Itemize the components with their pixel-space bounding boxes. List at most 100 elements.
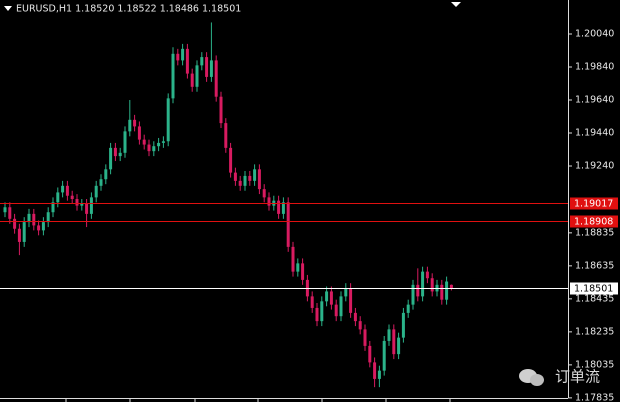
candle-body [27, 213, 31, 223]
candle-body [142, 139, 146, 145]
candle-body [214, 60, 218, 97]
candle-body [118, 152, 122, 157]
candle-body [344, 288, 348, 297]
candle-body [349, 288, 353, 313]
candle-body [176, 53, 180, 61]
candle-body [315, 307, 319, 322]
candle-body [219, 96, 223, 124]
candle-body [339, 296, 343, 317]
candle-body [22, 222, 26, 242]
menu-marker [4, 6, 12, 11]
candle-body [281, 202, 285, 214]
candle-body [358, 321, 362, 330]
candle-body [8, 207, 12, 219]
candle-body [238, 180, 242, 186]
candle-body [392, 329, 396, 355]
candle-body [181, 48, 185, 61]
candle-body [329, 291, 333, 305]
candle-body [373, 362, 377, 379]
y-tick-label: 1.18635 [575, 260, 614, 271]
candle-body [267, 197, 271, 206]
candle-body [416, 284, 420, 297]
y-tick-label: 1.18035 [575, 359, 614, 370]
time-ticks [65, 398, 451, 402]
candle-body [46, 212, 50, 223]
candle-body [209, 60, 213, 77]
candle-body [171, 53, 175, 99]
candle-body [113, 147, 117, 157]
candle-body [137, 126, 141, 140]
candle-body [200, 57, 204, 66]
candle-body [94, 185, 98, 198]
candle-body [387, 329, 391, 341]
y-tick-label: 1.18235 [575, 326, 614, 337]
candle-body [133, 119, 137, 127]
candle-body [109, 147, 113, 170]
y-tick-label: 1.18435 [575, 293, 614, 304]
candle-body [363, 329, 367, 346]
candle-body [75, 199, 79, 206]
y-tick-label: 1.20040 [575, 28, 614, 39]
candle-body [445, 281, 449, 300]
candle-body [286, 202, 290, 247]
candle-body [425, 271, 429, 279]
y-tick-label: 1.17835 [575, 392, 614, 402]
candle-body [195, 65, 199, 87]
candle-body [440, 284, 444, 300]
candle-body [406, 304, 410, 313]
candle-body [310, 296, 314, 308]
candle-body [161, 141, 165, 143]
candle-body [320, 301, 324, 322]
candle-body [99, 179, 103, 186]
candle-body [397, 337, 401, 355]
candle-body [296, 263, 300, 272]
candle-body [243, 175, 247, 186]
candle-body [205, 57, 209, 77]
chart-title: EURUSD,H1 1.18520 1.18522 1.18486 1.1850… [16, 4, 241, 15]
watermark-icon [519, 369, 544, 386]
price-level-box [570, 197, 618, 210]
candle-body [65, 185, 69, 196]
candle-body [41, 222, 45, 231]
candle-body [89, 197, 93, 214]
candle-body [377, 370, 381, 379]
candle-body [353, 312, 357, 322]
shift-marker [451, 2, 461, 7]
candle-body [190, 73, 194, 87]
candle-body [224, 123, 228, 148]
candle-body [291, 246, 295, 272]
candle-body [229, 147, 233, 173]
candle-body [70, 195, 74, 200]
price-level-box [570, 215, 618, 228]
candle-body [37, 225, 41, 231]
price-level-box [570, 282, 618, 295]
candle-body [147, 144, 151, 152]
candle-body [301, 263, 305, 280]
candle-body [166, 98, 170, 142]
candle-body [185, 48, 189, 74]
candle-body [277, 200, 281, 214]
candle-body [123, 131, 127, 153]
y-tick-label: 1.18835 [575, 227, 614, 238]
candle-body [382, 340, 386, 371]
y-tick-label: 1.19440 [575, 128, 614, 139]
y-tick-label: 1.19240 [575, 161, 614, 172]
candle-body [233, 172, 237, 181]
candle-body [248, 175, 252, 181]
candle-body [85, 203, 89, 214]
candle-body [325, 291, 329, 302]
watermark: 订单流 [555, 368, 600, 386]
candle-body [51, 202, 55, 213]
candle-body [80, 203, 84, 206]
candle-body [430, 278, 434, 292]
candle-body [128, 119, 132, 132]
candle-body [253, 169, 257, 181]
candle-body [56, 192, 60, 203]
price-level-label: 1.18908 [574, 217, 613, 228]
candle-body [401, 312, 405, 338]
y-tick-label: 1.19840 [575, 62, 614, 73]
candle-body [17, 228, 21, 242]
